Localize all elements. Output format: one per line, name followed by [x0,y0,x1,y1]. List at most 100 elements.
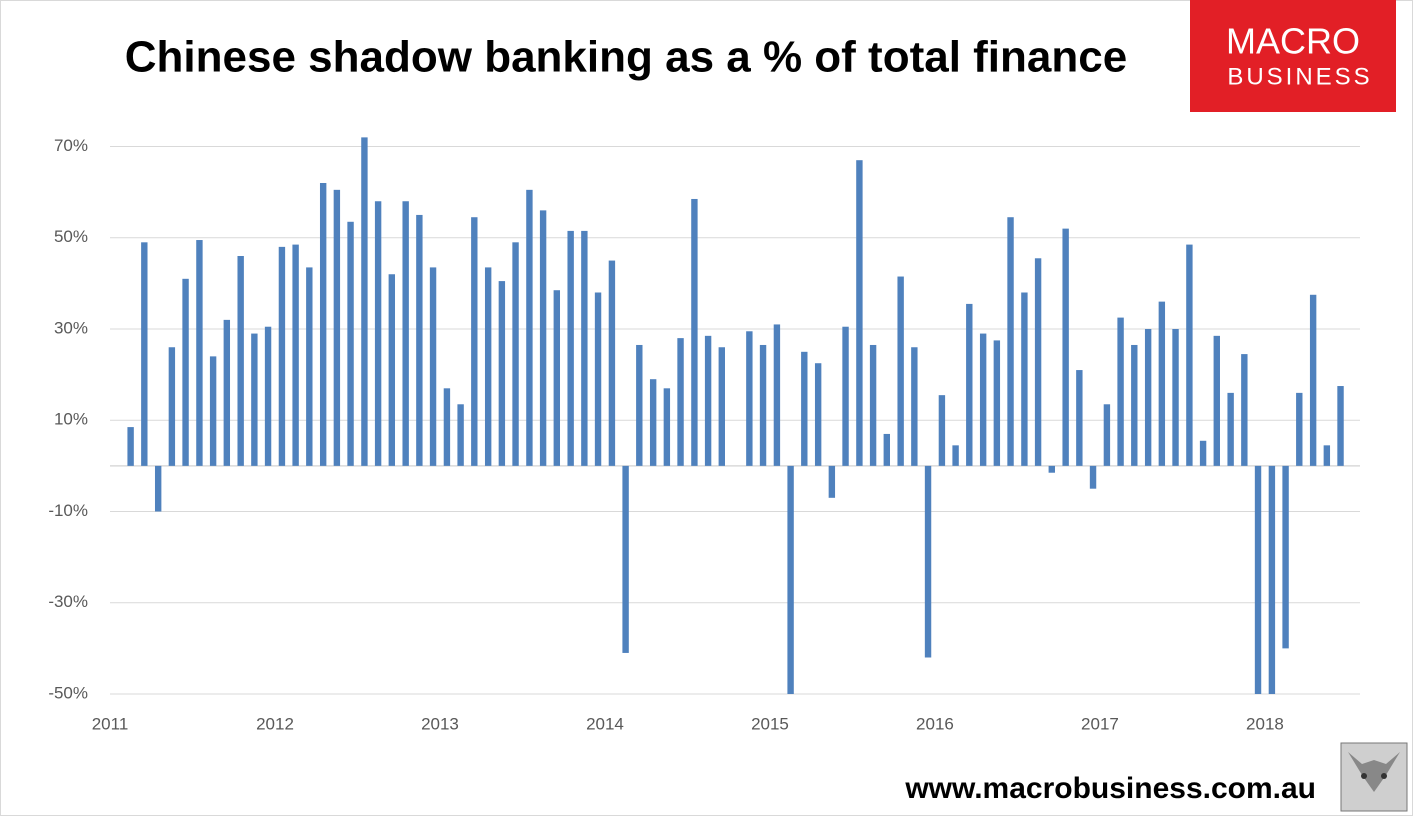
x-tick-label: 2017 [1081,714,1119,733]
bar [704,335,712,466]
plot-area: -50% -30% -10% 10% 30% 50% 70% 2011 2012 2013 2014… [48,136,1360,733]
y-tick-label: 70% [54,136,88,155]
bar [361,137,368,466]
x-tick-label: 2015 [751,714,789,733]
bar [952,445,959,466]
y-tick-label: -50% [48,683,88,702]
bar [264,326,272,466]
y-tick-label: 50% [54,227,88,246]
bar [484,267,492,466]
bar [347,221,354,466]
fox-logo [1340,742,1408,812]
bar [1034,258,1042,466]
bar [237,256,244,466]
logo-text: BUSINESS [1227,63,1372,90]
bar [223,319,231,466]
x-tick-label: 2011 [92,714,129,733]
bar [526,189,533,466]
bar [1021,292,1028,466]
bar [966,303,973,466]
bar [924,465,932,658]
bar [567,230,574,466]
bar [718,347,726,466]
bar [677,338,684,466]
bar [1296,392,1303,466]
bar [1131,344,1138,466]
source-text: www.macrobusiness.com.au [904,772,1316,805]
bar [319,183,327,466]
bar [512,242,519,466]
bar [388,274,396,466]
x-tick-label: 2016 [916,714,954,733]
bar [429,267,437,466]
bar [553,290,561,466]
chart-title: Chinese shadow banking as a % of total f… [125,33,1127,82]
bar [622,465,629,653]
bar [196,240,203,466]
y-tick-label: 10% [54,410,88,429]
bar [374,201,382,466]
bar [759,344,767,466]
bar [154,465,162,512]
bar [897,276,904,466]
bar [141,242,148,466]
bar [993,340,1001,466]
bar [1254,465,1262,694]
bar [1117,317,1124,466]
bar [333,189,341,466]
bar [306,267,313,466]
bar [801,351,808,466]
bar [1007,217,1014,466]
bars [127,137,1344,694]
bar [1199,440,1207,466]
bar [1103,404,1111,466]
bar [608,260,616,466]
bar [1089,465,1097,489]
bar [787,465,794,694]
bar [127,427,134,466]
bar [911,347,918,466]
bar [842,326,849,466]
bar [581,230,588,466]
bar [292,244,299,466]
bar [182,278,189,466]
bar [856,160,863,466]
y-tick-label: -30% [48,592,88,611]
bar [1062,228,1069,466]
logo-box [1190,0,1396,112]
x-tick-label: 2018 [1246,714,1284,733]
bar [1186,244,1193,466]
bar [938,395,946,466]
bar [663,388,671,466]
bar [278,246,286,466]
bar [1282,465,1289,649]
bar [251,333,258,466]
logo-text: MACRO [1226,21,1360,62]
bar [1241,354,1248,466]
bar [498,281,506,466]
bar [402,201,409,466]
bar [1158,301,1166,466]
bar [416,214,423,466]
x-tick-label: 2014 [586,714,624,733]
bar [636,344,643,466]
bar [457,404,464,466]
bar [1048,465,1055,473]
y-tick-label: 30% [54,318,88,337]
bar [1172,329,1179,466]
bar [773,324,781,466]
bar [443,388,451,466]
bar [883,433,890,466]
bar [1309,294,1317,466]
bar [1213,335,1220,466]
bar [1337,386,1344,466]
bar [649,379,657,466]
bar [979,333,987,466]
bar [539,210,547,466]
bar [1076,370,1083,466]
bar [869,344,877,466]
x-tick-label: 2012 [256,714,294,733]
bar [471,217,478,466]
bar [691,198,698,466]
